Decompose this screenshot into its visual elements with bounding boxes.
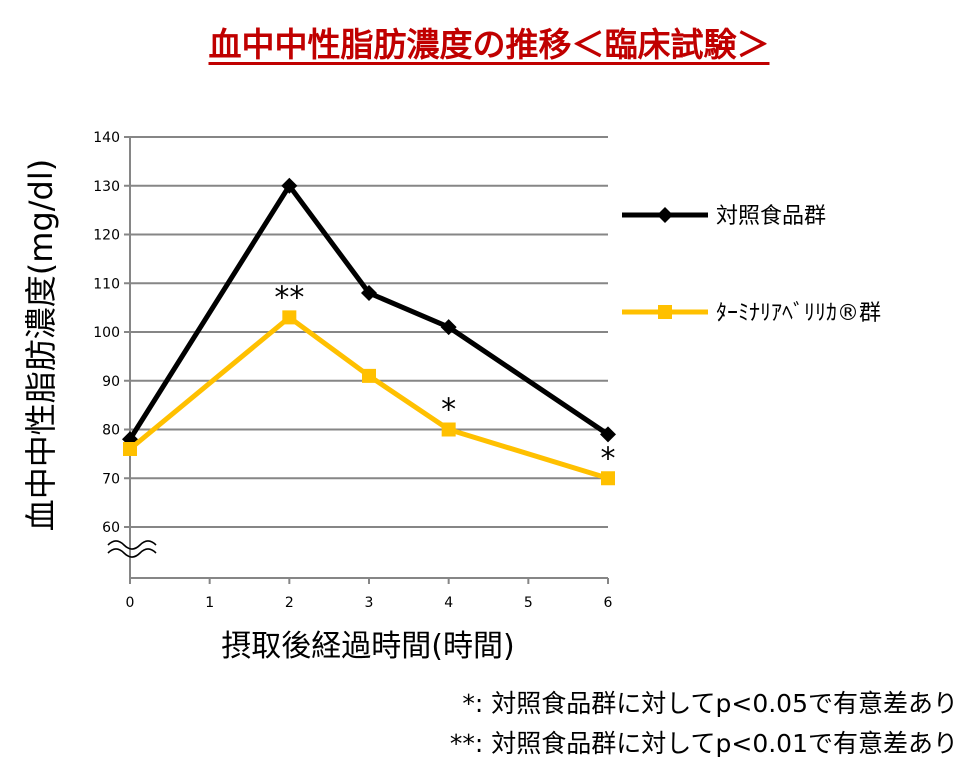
data-point-series-1	[361, 285, 377, 301]
axis-break-mark	[107, 548, 157, 558]
axes	[107, 136, 609, 584]
series-layer	[122, 177, 616, 486]
y-tick-label: 100	[93, 325, 120, 341]
significance-mark: **	[274, 280, 304, 315]
y-tick-labels: 60 70 80 90 100 110 120 130 140	[93, 130, 120, 536]
data-point-series-2	[123, 442, 137, 456]
x-tick-label: 0	[126, 595, 135, 611]
data-point-series-2	[441, 422, 456, 437]
axis-break-mark	[107, 540, 157, 550]
y-tick-label: 140	[93, 130, 120, 146]
significance-mark: *	[441, 393, 456, 428]
data-point-series-1	[440, 319, 457, 336]
legend: 対照食品群 ﾀｰﾐﾅﾘｱﾍﾞﾘﾘｶ®群	[622, 204, 881, 326]
data-point-series-1	[600, 426, 616, 443]
x-tick-labels: 0 1 2 3 4 5 6	[126, 595, 613, 611]
y-tick-label: 120	[93, 228, 120, 244]
series-line-2	[128, 314, 609, 481]
y-tick-label: 130	[93, 179, 120, 195]
y-tick-label: 70	[102, 471, 120, 487]
data-point-series-2	[362, 368, 376, 383]
legend-label: ﾀｰﾐﾅﾘｱﾍﾞﾘﾘｶ®群	[716, 301, 881, 326]
data-point-series-2	[282, 310, 297, 325]
x-tick-label: 6	[604, 595, 613, 611]
x-tick-label: 3	[365, 595, 374, 611]
series-line-1	[127, 181, 610, 441]
legend-marker	[657, 207, 673, 223]
grid-lines	[130, 136, 608, 528]
y-tick-label: 60	[102, 520, 120, 536]
legend-label: 対照食品群	[716, 204, 826, 229]
y-axis-label: 血中中性脂肪濃度(mg/dl)	[22, 159, 60, 531]
data-point-series-1	[281, 177, 298, 194]
legend-marker	[658, 305, 672, 319]
x-tick-label: 1	[205, 595, 214, 611]
x-tick-label: 4	[444, 595, 453, 611]
y-tick-label: 110	[93, 276, 120, 292]
footnote-p001: **: 対照食品群に対してp<0.01で有意差あり	[449, 729, 958, 758]
data-point-series-2	[601, 471, 615, 486]
y-tick-label: 90	[102, 374, 120, 390]
annotations: ****	[274, 280, 615, 476]
x-axis-label: 摂取後経過時間(時間)	[221, 629, 514, 664]
significance-mark: *	[601, 441, 616, 476]
footnote-p005: *: 対照食品群に対してp<0.05で有意差あり	[462, 689, 958, 718]
x-tick-label: 5	[524, 595, 533, 611]
x-tick-label: 2	[285, 595, 294, 611]
y-tick-label: 80	[102, 423, 120, 439]
chart-title: 血中中性脂肪濃度の推移＜臨床試験＞	[208, 25, 770, 64]
